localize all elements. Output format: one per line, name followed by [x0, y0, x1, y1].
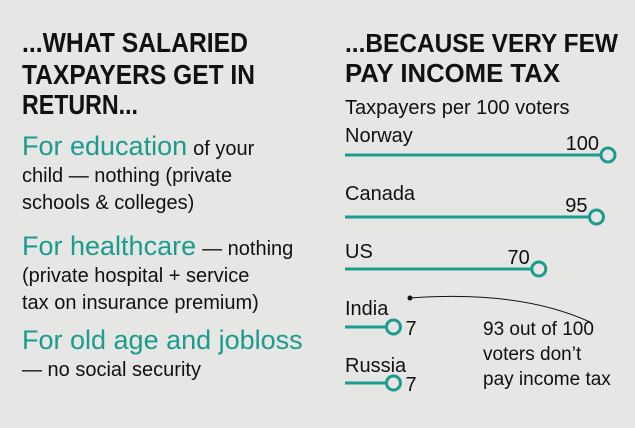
- item-text: tax on insurance premium): [22, 292, 259, 314]
- item-heading: For healthcare: [22, 231, 196, 261]
- left-title: RETURN...: [22, 89, 138, 120]
- dot: [599, 146, 617, 164]
- chart-title: PAY INCOME TAX: [345, 58, 561, 88]
- item-heading-line: For education of your: [22, 131, 255, 161]
- item-heading: For old age and jobloss: [22, 325, 303, 355]
- item-text: of your: [193, 138, 254, 160]
- category-label: India: [345, 298, 389, 320]
- category-label: US: [345, 241, 373, 263]
- chart-title: ...BECAUSE VERY FEW: [345, 28, 618, 58]
- value-label: 95: [565, 195, 587, 217]
- item-heading-line: For old age and jobloss: [22, 325, 303, 355]
- dot: [384, 318, 402, 336]
- annotation: pay income tax: [483, 369, 611, 390]
- item-heading-line: For healthcare — nothing: [22, 231, 293, 261]
- value-label: 70: [508, 247, 530, 269]
- item-text: — no social security: [22, 359, 201, 381]
- item-text: child — nothing (private: [22, 165, 232, 187]
- dot: [587, 208, 605, 226]
- category-label: Norway: [345, 125, 413, 147]
- annotation-connector: [409, 295, 591, 323]
- value-label: 7: [405, 318, 416, 340]
- left-title: ...WHAT SALARIED: [22, 27, 248, 58]
- category-label: Russia: [345, 355, 407, 377]
- value-label: 7: [405, 374, 416, 396]
- dot: [530, 260, 548, 278]
- annotation: 93 out of 100: [483, 319, 594, 340]
- left-title: TAXPAYERS GET IN: [22, 59, 255, 90]
- annotation: voters don’t: [483, 344, 582, 365]
- dot: [384, 374, 402, 392]
- item-heading: For education: [22, 131, 187, 161]
- category-label: Canada: [345, 183, 416, 205]
- value-label: 100: [566, 133, 599, 155]
- item-text: — nothing: [202, 238, 293, 260]
- item-text: (private hospital + service: [22, 265, 249, 287]
- chart-subtitle: Taxpayers per 100 voters: [345, 97, 570, 119]
- item-text: schools & colleges): [22, 192, 194, 214]
